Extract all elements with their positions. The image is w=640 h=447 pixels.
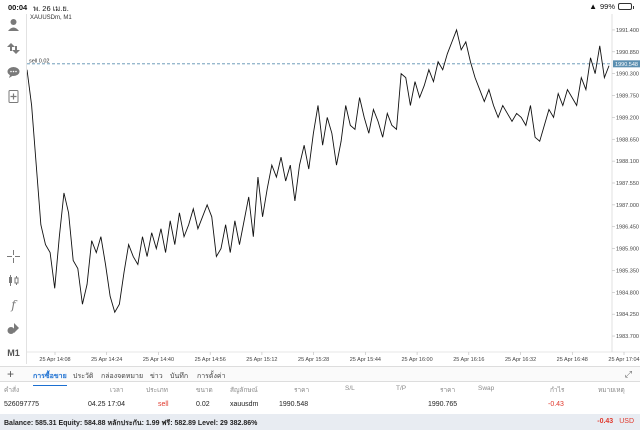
indicators-icon[interactable]: f bbox=[11, 297, 16, 312]
status-time: 00:04 bbox=[8, 3, 28, 12]
current-price-tag: 1990.548 bbox=[613, 60, 640, 68]
y-tick-label: 1988.100 bbox=[616, 159, 639, 165]
price-chart[interactable]: 1991.400 1990.850 1990.300 1989.750 1989.200… bbox=[27, 14, 640, 366]
y-tick-label: 1985.900 bbox=[616, 247, 639, 253]
account-summary: Balance: 585.31 Equity: 584.88 หลักประกั… bbox=[4, 420, 258, 427]
tab-mailbox[interactable]: กล่องจดหมาย bbox=[101, 373, 144, 380]
col-volume[interactable]: ขนาด bbox=[196, 387, 213, 394]
order-type: sell bbox=[158, 401, 169, 408]
x-tick-label: 25 Apr 16:48 bbox=[557, 357, 588, 363]
order-line-label: sell 0.02 bbox=[29, 58, 50, 64]
y-tick-label: 1991.400 bbox=[616, 28, 639, 34]
current-price-text: 1990.548 bbox=[615, 62, 638, 68]
status-date: พ. 26 เม.ย. bbox=[33, 4, 69, 13]
order-profit: -0.43 bbox=[548, 401, 564, 408]
order-current-price: 1990.765 bbox=[428, 401, 458, 408]
x-tick-label: 25 Apr 14:40 bbox=[143, 357, 174, 363]
col-time[interactable]: เวลา bbox=[110, 387, 124, 394]
order-symbol: xauusdm bbox=[230, 401, 259, 408]
y-tick-label: 1988.650 bbox=[616, 137, 639, 143]
x-tick-label: 25 Apr 15:28 bbox=[298, 357, 329, 363]
col-order[interactable]: คำสั่ง bbox=[4, 387, 20, 394]
col-profit[interactable]: กำไร bbox=[550, 387, 565, 394]
chat-icon[interactable] bbox=[5, 64, 22, 81]
y-tick-label: 1989.200 bbox=[616, 115, 639, 121]
timeframe-button[interactable]: M1 bbox=[7, 347, 20, 358]
expand-icon[interactable]: ⤢ bbox=[624, 369, 632, 379]
order-time: 04.25 17:04 bbox=[88, 401, 125, 408]
x-tick-label: 25 Apr 15:44 bbox=[350, 357, 381, 363]
col-comment[interactable]: หมายเหตุ bbox=[598, 387, 625, 394]
x-tick-label: 25 Apr 16:32 bbox=[505, 357, 536, 363]
x-tick-label: 25 Apr 15:12 bbox=[246, 357, 277, 363]
candlestick-icon[interactable] bbox=[5, 272, 22, 289]
total-profit-value: -0.43 bbox=[597, 418, 614, 425]
y-tick-label: 1983.700 bbox=[616, 334, 639, 340]
add-icon[interactable]: + bbox=[7, 367, 15, 381]
x-tick-label: 25 Apr 16:00 bbox=[401, 357, 432, 363]
account-summary-bar: Balance: 585.31 Equity: 584.88 หลักประกั… bbox=[0, 414, 640, 430]
x-tick-label: 25 Apr 14:24 bbox=[91, 357, 122, 363]
col-sl[interactable]: S/L bbox=[345, 385, 355, 392]
order-ticket: 526097775 bbox=[4, 401, 40, 408]
orders-table-header: คำสั่ง เวลา ประเภท ขนาด สัญลักษณ์ ราคา S… bbox=[0, 382, 640, 396]
col-current-price[interactable]: ราคา bbox=[440, 387, 456, 394]
total-profit-currency: USD bbox=[619, 418, 634, 425]
tab-journal[interactable]: บันทึก bbox=[170, 373, 189, 380]
tab-settings[interactable]: การตั้งค่า bbox=[197, 373, 226, 380]
y-tick-label: 1989.750 bbox=[616, 94, 639, 100]
x-tick-label: 25 Apr 14:08 bbox=[39, 357, 70, 363]
terminal-tabs: + การซื้อขาย ประวัติ กล่องจดหมาย ข่าว บั… bbox=[0, 366, 640, 386]
y-tick-label: 1987.550 bbox=[616, 181, 639, 187]
new-order-icon[interactable] bbox=[5, 88, 22, 105]
total-profit: -0.43 USD bbox=[597, 418, 634, 425]
y-tick-label: 1986.450 bbox=[616, 225, 639, 231]
crosshair-icon[interactable] bbox=[5, 248, 22, 265]
col-price[interactable]: ราคา bbox=[294, 387, 310, 394]
quotes-arrows-icon[interactable] bbox=[5, 40, 22, 57]
wifi-icon: ▲ bbox=[589, 2, 597, 11]
col-type[interactable]: ประเภท bbox=[146, 387, 168, 394]
chart-symbol-label: XAUUSDm, M1 bbox=[30, 15, 72, 21]
y-tick-label: 1990.300 bbox=[616, 72, 639, 78]
x-tick-label: 25 Apr 14:56 bbox=[195, 357, 226, 363]
y-tick-label: 1990.850 bbox=[616, 50, 639, 56]
account-icon[interactable] bbox=[5, 16, 22, 33]
order-volume: 0.02 bbox=[196, 401, 210, 408]
x-tick-label: 25 Apr 16:16 bbox=[453, 357, 484, 363]
tab-news[interactable]: ข่าว bbox=[150, 373, 163, 380]
left-toolbar: f M1 bbox=[0, 14, 27, 364]
y-tick-label: 1984.250 bbox=[616, 312, 639, 318]
price-series-line bbox=[27, 28, 610, 314]
battery-percent: 99% bbox=[599, 2, 615, 11]
table-row[interactable]: 526097775 04.25 17:04 sell 0.02 xauusdm … bbox=[0, 398, 640, 414]
col-symbol[interactable]: สัญลักษณ์ bbox=[230, 387, 258, 394]
y-tick-label: 1984.800 bbox=[616, 290, 639, 296]
col-swap[interactable]: Swap bbox=[478, 385, 495, 392]
objects-icon[interactable] bbox=[5, 320, 22, 337]
y-tick-label: 1985.350 bbox=[616, 268, 639, 274]
order-open-price: 1990.548 bbox=[279, 401, 309, 408]
tab-trade[interactable]: การซื้อขาย bbox=[33, 373, 67, 386]
battery-icon bbox=[618, 3, 634, 10]
x-tick-label: 25 Apr 17:04 bbox=[608, 357, 639, 363]
col-tp[interactable]: T/P bbox=[396, 385, 407, 392]
y-tick-label: 1987.000 bbox=[616, 203, 639, 209]
status-bar: 00:04 พ. 26 เม.ย. ▲ 99% bbox=[0, 0, 640, 14]
tab-history[interactable]: ประวัติ bbox=[73, 373, 94, 380]
